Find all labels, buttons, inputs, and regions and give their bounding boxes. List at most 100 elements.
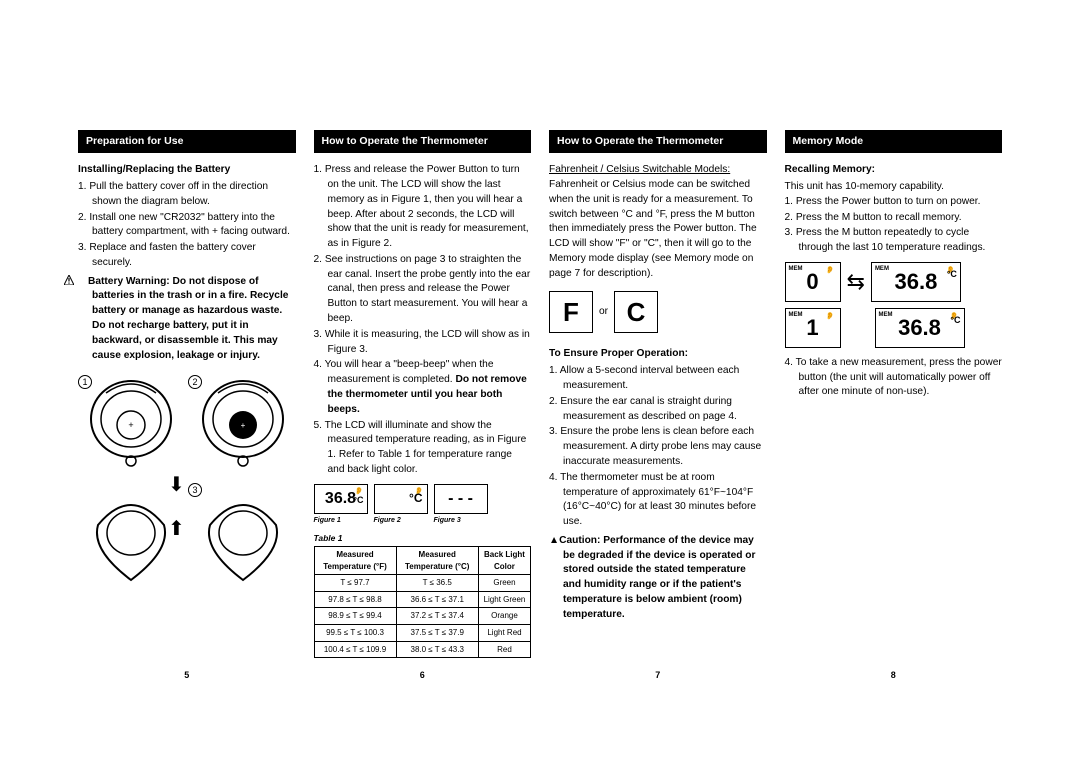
- subhead-install-battery: Installing/Replacing the Battery: [78, 163, 296, 178]
- list-item: 1. Press and release the Power Button to…: [314, 163, 532, 252]
- device-open-1: +: [86, 379, 176, 474]
- temperature-table: Measured Temperature (°F) Measured Tempe…: [314, 546, 532, 658]
- figure-label: Figure 3: [434, 516, 488, 526]
- list-item: 2. Ensure the ear canal is straight duri…: [549, 395, 767, 425]
- mem-lcd-temp-1: MEM 👂 36.8 °C: [875, 308, 965, 348]
- mem-value: 0: [806, 266, 818, 298]
- figure-label: Figure 1: [314, 516, 368, 526]
- list-item: 3. Press the M button repeatedly to cycl…: [785, 226, 1003, 256]
- panel-header: How to Operate the Thermometer: [549, 130, 767, 153]
- install-steps: 1. Pull the battery cover off in the dir…: [78, 180, 296, 271]
- lcd-c: C: [614, 291, 658, 333]
- mem-tag: MEM: [789, 265, 803, 274]
- lcd-unit: °C: [353, 494, 363, 507]
- mem-tag: MEM: [879, 311, 893, 320]
- page-number: 6: [314, 670, 532, 680]
- lcd-f: F: [549, 291, 593, 333]
- fc-switch-text: Fahrenheit or Celsius mode can be switch…: [549, 179, 757, 279]
- list-item: 2. See instructions on page 3 to straigh…: [314, 253, 532, 327]
- mem-unit: °C: [950, 314, 960, 327]
- table-cell: T ≤ 36.5: [396, 575, 478, 592]
- table-cell: 100.4 ≤ T ≤ 109.9: [314, 641, 396, 658]
- mem-lcd-index-0: MEM 👂 0: [785, 262, 841, 302]
- device-open-2: +: [198, 379, 288, 474]
- lcd-unit: °C: [409, 490, 422, 507]
- panel-header: How to Operate the Thermometer: [314, 130, 532, 153]
- warning-triangle-icon: [78, 275, 88, 285]
- memory-displays: MEM 👂 0 ⇆ MEM 👂 36.8 °C MEM 👂 1: [785, 262, 1003, 348]
- table-cell: Light Green: [478, 591, 530, 608]
- table-cell: T ≤ 97.7: [314, 575, 396, 592]
- svg-text:+: +: [241, 421, 246, 430]
- table-cell: 37.5 ≤ T ≤ 37.9: [396, 625, 478, 642]
- memory-steps: 1. Press the Power button to turn on pow…: [785, 195, 1003, 256]
- page-number: 8: [785, 670, 1003, 680]
- mem-tag: MEM: [875, 265, 889, 274]
- battery-warning: Battery Warning: Do not dispose of batte…: [78, 275, 296, 364]
- lcd-figure-3: - - -: [434, 484, 488, 514]
- list-item: 1. Pull the battery cover off in the dir…: [78, 180, 296, 210]
- list-item: 1. Press the Power button to turn on pow…: [785, 195, 1003, 210]
- panel-operate-1: How to Operate the Thermometer 1. Press …: [314, 130, 532, 658]
- lcd-figure-1: 👂 36.8 °C: [314, 484, 368, 514]
- mem-lcd-temp-0: MEM 👂 36.8 °C: [871, 262, 961, 302]
- memory-after: 4. To take a new measurement, press the …: [785, 356, 1003, 400]
- panels-row: Preparation for Use Installing/Replacing…: [78, 130, 1002, 658]
- table-cell: Red: [478, 641, 530, 658]
- table-cell: Light Red: [478, 625, 530, 642]
- ensure-head: To Ensure Proper Operation:: [549, 347, 767, 362]
- ensure-steps: 1. Allow a 5-second interval between eac…: [549, 364, 767, 530]
- table-header: Back Light Color: [478, 547, 530, 575]
- lcd-value: - - -: [448, 487, 473, 510]
- figure-labels: Figure 1 Figure 2 Figure 3: [314, 516, 532, 526]
- mem-value: 1: [806, 312, 818, 344]
- list-item: 2. Press the M button to recall memory.: [785, 211, 1003, 226]
- fc-selector: F or C: [549, 291, 767, 333]
- table-cell: Green: [478, 575, 530, 592]
- mem-tag: MEM: [789, 311, 803, 320]
- mem-value: 36.8: [895, 266, 938, 298]
- ear-icon: 👂: [826, 312, 835, 322]
- list-item: 4. The thermometer must be at room tempe…: [549, 471, 767, 530]
- table-caption: Table 1: [314, 532, 532, 544]
- table-cell: 98.9 ≤ T ≤ 99.4: [314, 608, 396, 625]
- panel-memory: Memory Mode Recalling Memory: This unit …: [785, 130, 1003, 658]
- caution-triangle-icon: ▲: [549, 535, 559, 546]
- page-numbers: 5 6 7 8: [78, 670, 1002, 680]
- list-item: 3. While it is measuring, the LCD will s…: [314, 328, 532, 358]
- swap-arrow-icon: ⇆: [847, 266, 865, 298]
- mem-lcd-index-1: MEM 👂 1: [785, 308, 841, 348]
- mem-unit: °C: [947, 268, 957, 281]
- fc-paragraph: Fahrenheit / Celsius Switchable Models: …: [549, 163, 767, 281]
- caution-block: ▲Caution: Performance of the device may …: [549, 534, 767, 623]
- panel-header: Preparation for Use: [78, 130, 296, 153]
- list-item: 3. Replace and fasten the battery cover …: [78, 241, 296, 271]
- list-item: 3. Ensure the probe lens is clean before…: [549, 425, 767, 469]
- table-cell: 38.0 ≤ T ≤ 43.3: [396, 641, 478, 658]
- list-item: 4. You will hear a "beep-beep" when the …: [314, 358, 532, 417]
- recall-head: Recalling Memory:: [785, 163, 1003, 178]
- fc-switch-label: Fahrenheit / Celsius Switchable Models:: [549, 164, 730, 175]
- svg-text:+: +: [128, 420, 133, 430]
- table-cell: Orange: [478, 608, 530, 625]
- list-item: 5. The LCD will illuminate and show the …: [314, 419, 532, 478]
- table-header: Measured Temperature (°F): [314, 547, 396, 575]
- or-label: or: [599, 305, 608, 320]
- page-number: 5: [78, 670, 296, 680]
- mem-intro: This unit has 10-memory capability.: [785, 180, 1003, 195]
- ear-icon: 👂: [826, 266, 835, 276]
- caution-text: Caution: Performance of the device may b…: [559, 535, 755, 620]
- operate-steps: 1. Press and release the Power Button to…: [314, 163, 532, 477]
- panel-header: Memory Mode: [785, 130, 1003, 153]
- table-cell: 36.6 ≤ T ≤ 37.1: [396, 591, 478, 608]
- list-item: 4. To take a new measurement, press the …: [785, 356, 1003, 400]
- device-cover-2: [198, 495, 288, 585]
- lcd-value: 36.8: [325, 487, 356, 510]
- lcd-figures: 👂 36.8 °C 👂 °C - - -: [314, 484, 532, 514]
- arrow-up-icon: ⬆: [168, 515, 185, 544]
- panel-operate-2: How to Operate the Thermometer Fahrenhei…: [549, 130, 767, 658]
- figure-label: Figure 2: [374, 516, 428, 526]
- device-cover-1: [86, 495, 176, 585]
- table-cell: 99.5 ≤ T ≤ 100.3: [314, 625, 396, 642]
- battery-diagram: 1 2 3 + + ⬇: [78, 375, 296, 595]
